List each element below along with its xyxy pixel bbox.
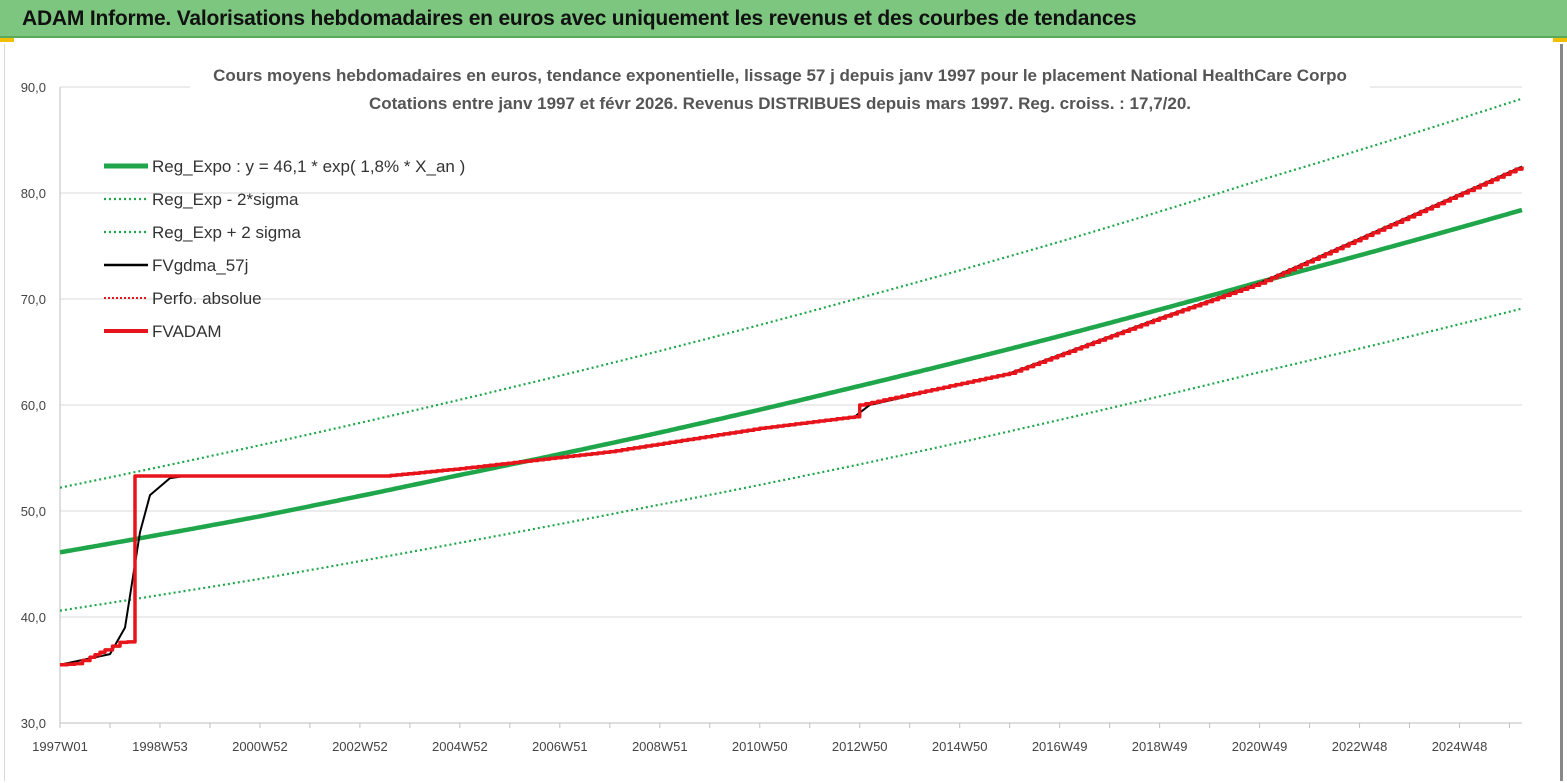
- x-tick-label: 2016W49: [1032, 739, 1088, 754]
- x-tick-label: 2010W50: [732, 739, 788, 754]
- y-tick-label: 30,0: [21, 716, 46, 731]
- x-tick-label: 1998W53: [132, 739, 188, 754]
- x-tick-label: 2024W48: [1432, 739, 1488, 754]
- banner-accent-right: [1553, 38, 1567, 42]
- series-reg-expo: [59, 207, 1523, 555]
- x-tick-label: 2008W51: [632, 739, 688, 754]
- y-tick-label: 60,0: [21, 398, 46, 413]
- report-title: ADAM Informe. Valorisations hebdomadaire…: [22, 7, 1137, 30]
- legend-label: Reg_Exp - 2*sigma: [152, 190, 299, 209]
- y-axis-ticks: 30,0 40,0 50,0 60,0 70,0 80,0 90,0: [21, 80, 46, 731]
- banner-accent-left: [0, 38, 14, 42]
- x-tick-label: 2000W52: [232, 739, 288, 754]
- x-tick-label: 2022W48: [1332, 739, 1388, 754]
- legend: Reg_Expo : y = 46,1 * exp( 1,8% * X_an )…: [104, 157, 465, 341]
- x-tick-label: 2014W50: [932, 739, 988, 754]
- chart-frame: [4, 44, 1563, 781]
- y-tick-label: 50,0: [21, 504, 46, 519]
- legend-label: Reg_Expo : y = 46,1 * exp( 1,8% * X_an ): [152, 157, 465, 176]
- y-tick-label: 40,0: [21, 610, 46, 625]
- report-banner: ADAM Informe. Valorisations hebdomadaire…: [0, 0, 1567, 38]
- legend-label: Reg_Exp + 2 sigma: [152, 223, 301, 242]
- chart-title: Cours moyens hebdomadaires en euros, ten…: [190, 60, 1370, 118]
- legend-item-perfo-absolue: Perfo. absolue: [104, 289, 262, 308]
- x-tick-label: 2002W52: [332, 739, 388, 754]
- legend-item-fvgdma-57j: FVgdma_57j: [104, 256, 248, 275]
- x-tick-label: 1997W01: [32, 739, 88, 754]
- y-tick-label: 90,0: [21, 80, 46, 95]
- grid-lines: [59, 86, 1522, 728]
- legend-item-fvadam: FVADAM: [104, 322, 222, 341]
- x-tick-label: 2018W49: [1132, 739, 1188, 754]
- legend-item-reg-plus-2sigma: Reg_Exp + 2 sigma: [104, 223, 301, 242]
- legend-item-reg-minus-2sigma: Reg_Exp - 2*sigma: [104, 190, 299, 209]
- legend-label: FVADAM: [152, 322, 222, 341]
- y-tick-label: 80,0: [21, 186, 46, 201]
- legend-label: FVgdma_57j: [152, 256, 248, 275]
- series-reg-plus-2sigma: [59, 97, 1523, 489]
- y-tick-label: 70,0: [21, 292, 46, 307]
- chart-title-line-1: Cours moyens hebdomadaires en euros, ten…: [213, 66, 1347, 85]
- series-fvadam: [60, 166, 1524, 667]
- x-tick-label: 2006W51: [532, 739, 588, 754]
- legend-item-reg-expo: Reg_Expo : y = 46,1 * exp( 1,8% * X_an ): [104, 157, 465, 176]
- x-axis-ticks: 1997W01 1998W53 2000W52 2002W52 2004W52 2006W…: [32, 739, 1487, 754]
- x-tick-label: 2020W49: [1232, 739, 1288, 754]
- chart-title-line-2: Cotations entre janv 1997 et févr 2026. …: [369, 94, 1191, 113]
- x-tick-label: 2004W52: [432, 739, 488, 754]
- series-reg-minus-2sigma: [59, 307, 1523, 612]
- series-lines: [59, 97, 1524, 667]
- x-tick-label: 2012W50: [832, 739, 888, 754]
- legend-label: Perfo. absolue: [152, 289, 262, 308]
